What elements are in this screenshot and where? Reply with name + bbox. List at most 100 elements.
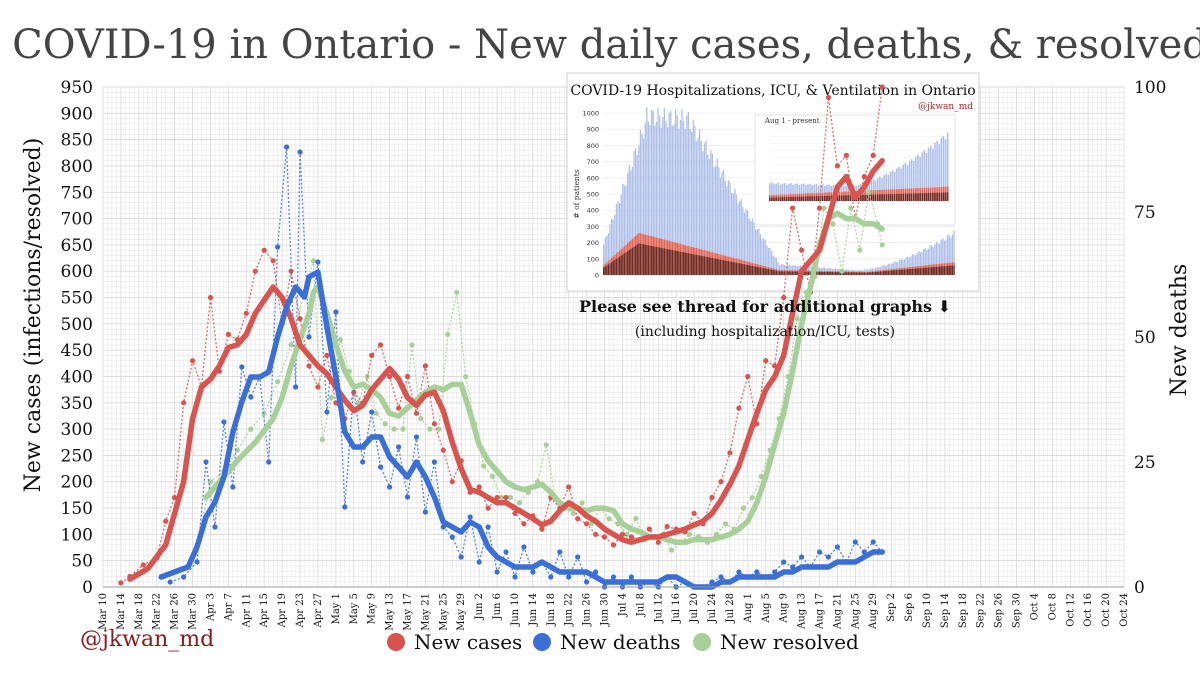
note-line-1: Please see thread for additional graphs … <box>579 297 951 316</box>
inset-bar-ventilated <box>900 269 902 275</box>
sub-inset-bar-ventilated <box>923 193 926 201</box>
y-tick-left: 350 <box>61 394 93 414</box>
sub-inset-bar-ventilated <box>883 194 885 201</box>
sub-inset-bar-ventilated <box>790 196 792 201</box>
inset-bar-ventilated <box>705 256 707 275</box>
inset-bar-ventilated <box>630 248 632 275</box>
data-point-new-resolved <box>749 494 755 501</box>
data-point-new-deaths <box>284 144 290 150</box>
series-average-new-cases <box>127 157 885 582</box>
sub-inset-bar-hospital <box>929 145 932 201</box>
inset-bar-hospital <box>676 115 678 275</box>
y-tick-left: 450 <box>61 341 93 361</box>
data-point-new-deaths <box>369 409 375 415</box>
inset-bar-ventilated <box>612 261 614 275</box>
inset-bar-ventilated <box>860 272 862 275</box>
inset-bar-ventilated <box>713 258 715 275</box>
inset-bar-ventilated <box>739 263 741 275</box>
data-point-new-resolved <box>310 258 317 264</box>
inset-bar-hospital <box>748 218 750 275</box>
data-point-new-cases <box>825 94 832 101</box>
sub-inset-bar-ventilated <box>946 192 949 201</box>
data-point-new-resolved <box>328 394 334 401</box>
inset-bar-ventilated <box>940 266 942 275</box>
inset-bar-hospital <box>710 150 712 275</box>
inset-bar-ventilated <box>695 254 698 275</box>
inset-bar-hospital <box>780 264 782 275</box>
inset-bar-ventilated <box>911 268 914 275</box>
y-tick-left: 700 <box>61 210 93 230</box>
inset-bar-hospital <box>934 244 936 275</box>
data-point-new-resolved <box>669 547 675 553</box>
inset-bar-ventilated <box>654 246 656 275</box>
x-tick-label: Apr 27 <box>313 593 324 628</box>
inset-bar-ventilated <box>891 270 893 275</box>
inset-bar-hospital <box>703 143 706 275</box>
sub-inset-bar-hospital <box>891 170 894 201</box>
data-point-new-deaths <box>396 444 402 450</box>
inset-bar-hospital <box>671 126 674 275</box>
legend-marker-resolved <box>693 633 711 651</box>
y-tick-left: 950 <box>61 78 93 98</box>
data-point-new-cases <box>566 484 572 490</box>
inset-bar-ventilated <box>820 271 822 275</box>
y-tick-right: 25 <box>1134 453 1156 473</box>
data-point-new-deaths <box>248 394 254 400</box>
sub-inset-bar-ventilated <box>798 196 801 201</box>
legend-label-cases: New cases <box>414 630 522 654</box>
inset-bar-ventilated <box>871 272 874 275</box>
x-tick-label: Mar 30 <box>188 593 199 630</box>
inset-bar-ventilated <box>643 244 645 275</box>
inset-bar-hospital <box>737 203 739 275</box>
inset-bar-ventilated <box>700 255 702 275</box>
inset-bar-ventilated <box>839 272 842 275</box>
sub-inset-bar-ventilated <box>862 194 864 201</box>
sub-inset-bar-ventilated <box>813 196 816 201</box>
inset-bar-ventilated <box>809 271 811 275</box>
inset-bar-ventilated <box>927 267 930 275</box>
inset-bar-hospital <box>619 203 621 275</box>
inset-bar-ventilated <box>822 271 824 275</box>
y-axis-label-right: New deaths <box>1167 264 1192 397</box>
inset-bar-ventilated <box>851 272 853 275</box>
inset-bar-hospital <box>662 117 664 276</box>
inset-bar-hospital <box>787 264 789 275</box>
x-tick-label: May 17 <box>403 593 414 631</box>
y-tick-left: 50 <box>71 552 93 572</box>
inset-bar-hospital <box>750 221 752 275</box>
sub-inset-bar-hospital <box>913 161 915 201</box>
inset-bar-hospital <box>695 141 698 275</box>
sub-inset-bar-ventilated <box>921 193 924 201</box>
data-point-new-cases <box>270 258 276 264</box>
sub-inset-bar-hospital <box>785 184 788 201</box>
x-tick-label: Jul 20 <box>689 593 700 624</box>
sub-inset-bar-ventilated <box>906 193 909 201</box>
inset-bar-hospital <box>798 265 800 275</box>
data-point-new-cases <box>736 405 742 411</box>
legend-marker-deaths <box>533 633 551 651</box>
inset-bar-hospital <box>772 255 774 275</box>
inset-y-tick: 100 <box>587 255 599 263</box>
data-point-new-cases <box>306 363 312 369</box>
data-point-new-deaths <box>825 554 832 560</box>
sub-inset-bar-hospital <box>898 166 900 201</box>
x-tick-label: May 13 <box>385 593 396 631</box>
series-layer <box>118 84 885 590</box>
inset-bar-hospital <box>743 212 746 275</box>
inset-bar-ventilated <box>887 270 890 275</box>
data-point-new-deaths <box>799 554 805 560</box>
sub-inset-bar-hospital <box>942 135 945 201</box>
sub-inset-bar-ventilated <box>826 195 828 201</box>
inset-bar-ventilated <box>907 269 909 275</box>
x-tick-label: Sep 30 <box>1012 593 1023 628</box>
inset-bar-ventilated <box>740 263 742 275</box>
inset-bar-hospital <box>683 121 685 275</box>
inset-bar-ventilated <box>670 249 672 275</box>
data-point-new-resolved <box>436 426 442 432</box>
inset-bar-ventilated <box>611 262 613 275</box>
data-point-new-cases <box>404 373 411 380</box>
sub-inset-bar-ventilated <box>877 194 879 201</box>
inset-bar-ventilated <box>716 258 718 275</box>
data-point-new-cases <box>396 405 402 411</box>
